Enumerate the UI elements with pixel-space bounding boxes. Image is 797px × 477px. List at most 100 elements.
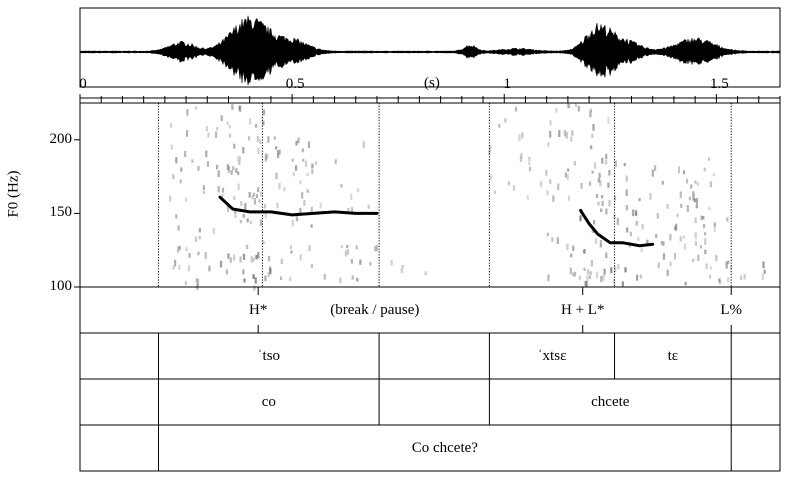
spectrogram-cell: [225, 269, 228, 275]
spectrogram-cell: [679, 191, 682, 198]
spectrogram-cell: [283, 187, 286, 192]
time-tick-label: 1: [503, 76, 511, 92]
spectrogram-cell: [292, 172, 295, 177]
spectrogram-cell: [227, 253, 230, 260]
spectrogram-cell: [185, 197, 188, 202]
spectrogram-cell: [570, 136, 573, 142]
tier-row: [79, 424, 781, 472]
spectrogram-cell: [276, 202, 279, 209]
spectrogram-cell: [252, 274, 255, 279]
spectrogram-cell: [709, 266, 712, 270]
spectrogram-cell: [695, 198, 699, 204]
spectrogram-cell: [242, 269, 245, 275]
spectrogram-cell: [635, 220, 638, 226]
f0-axis-title: F0 (Hz): [5, 170, 22, 218]
spectrogram-cell: [685, 178, 689, 184]
spectrogram-cell: [310, 206, 313, 214]
spectrogram-cell: [605, 160, 608, 165]
spectrogram-cell: [677, 166, 681, 174]
spectrogram-cell: [680, 203, 683, 208]
spectrogram-cell: [594, 238, 598, 244]
spectrogram-cell: [268, 255, 271, 262]
spectrogram-cell: [239, 220, 242, 224]
spectrogram-cell: [299, 207, 302, 214]
spectrogram-cell: [666, 269, 669, 276]
spectrogram-cell: [682, 235, 685, 239]
spectrogram-cell: [669, 233, 672, 241]
spectrogram-cell: [625, 205, 628, 211]
spectrogram-cell: [582, 249, 586, 254]
spectrogram-cell: [231, 104, 234, 110]
spectrogram-cell: [567, 195, 571, 201]
spectrogram-cell: [555, 108, 558, 113]
spectrogram-cell: [178, 264, 181, 270]
spectrogram-cell: [590, 260, 593, 267]
spectrogram-cell: [290, 250, 293, 254]
spectrogram-cell: [239, 256, 242, 263]
spectrogram-cell: [267, 136, 270, 143]
spectrogram-cell: [632, 209, 635, 217]
spectrogram-cell: [585, 281, 588, 288]
spectrogram-cell: [291, 158, 294, 162]
spectrogram-cell: [242, 253, 246, 260]
spectrogram-cell: [232, 166, 235, 171]
spectrogram-cell: [191, 159, 194, 163]
spectrogram-cell: [703, 167, 706, 172]
spectrogram-cell: [583, 267, 586, 272]
spectrogram-cell: [683, 243, 686, 250]
spectrogram-cell: [269, 266, 272, 272]
spectrogram-cell: [340, 245, 344, 249]
spectrogram-cell: [563, 130, 566, 137]
spectrogram-cell: [743, 273, 746, 280]
spectrogram-cell: [188, 253, 191, 258]
spectrogram-cell: [662, 241, 665, 246]
tier-label: (break / pause): [330, 302, 420, 318]
spectrogram-cell: [612, 279, 616, 285]
spectrogram-cell: [264, 153, 268, 160]
spectrogram-cell: [357, 188, 360, 193]
time-axis-ticks: [79, 94, 781, 103]
spectrogram-cell: [593, 220, 596, 225]
spectrogram-cell: [356, 277, 359, 282]
spectrogram-cell: [237, 183, 240, 190]
spectrogram-cell: [610, 267, 613, 274]
spectrogram-cell: [601, 200, 604, 206]
spectrogram-cell: [175, 214, 178, 219]
spectrogram-cell: [512, 185, 516, 191]
spectrogram-cell: [694, 217, 697, 224]
spectrogram-cell: [301, 191, 304, 199]
spectrogram-cell: [280, 258, 283, 265]
spectrogram-cell: [639, 274, 643, 279]
spectrogram-cell: [257, 187, 260, 193]
spectrogram-cell: [608, 199, 611, 207]
spectrogram-cell: [566, 102, 569, 108]
spectrogram-cell: [267, 271, 270, 277]
spectrogram-cell: [571, 130, 574, 136]
spectrogram-cell: [308, 245, 311, 252]
spectrogram-cell: [686, 205, 689, 213]
spectrogram-cell: [605, 153, 608, 160]
spectrogram-cell: [170, 144, 173, 150]
spectrogram-cell: [277, 154, 280, 159]
spectrogram-cell: [362, 141, 365, 149]
spectrogram-cell: [564, 172, 567, 178]
spectrogram-cell: [657, 262, 660, 269]
spectrogram-cell: [180, 167, 183, 172]
spectrogram-cell: [572, 245, 575, 252]
spectrogram-cell: [675, 223, 678, 231]
spectrogram-cell: [289, 276, 292, 282]
spectrogram-cell: [257, 147, 260, 155]
spectrogram-cell: [334, 159, 337, 164]
spectrogram-cell: [249, 220, 252, 225]
spectrogram-cell: [521, 132, 524, 139]
spectrogram-cell: [238, 160, 241, 166]
spectrogram-cell: [696, 182, 699, 186]
spectrogram-cell: [549, 120, 552, 126]
spectrogram-cell: [243, 278, 246, 283]
spectrogram-cell: [600, 208, 603, 212]
spectrogram-cell: [558, 130, 561, 138]
spectrogram-cell: [625, 175, 628, 182]
spectrogram-cell: [589, 181, 592, 187]
spectrogram-cell: [242, 147, 245, 154]
spectrogram-cell: [727, 260, 730, 264]
